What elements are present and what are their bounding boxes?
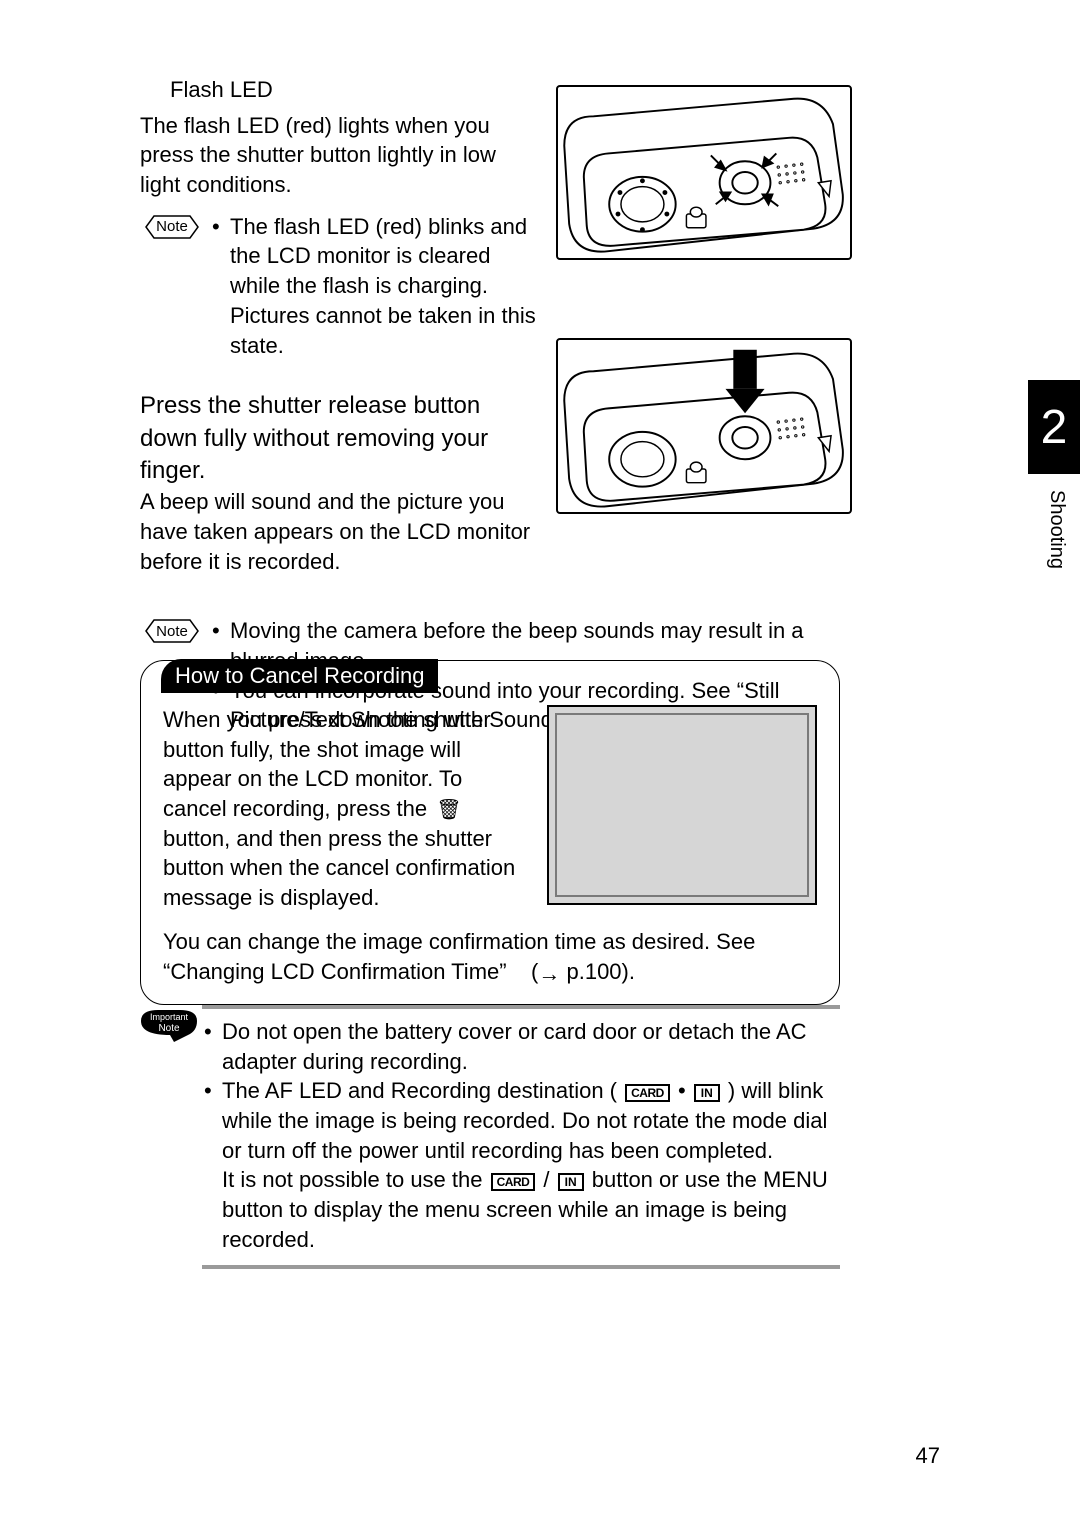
chapter-label: Shooting [1040,490,1068,569]
rule-bottom [202,1265,840,1269]
card-icon: CARD [625,1084,670,1102]
cancel-below: You can change the image confirmation ti… [163,927,817,986]
important-badge-line2: Note [140,1023,198,1034]
flash-led-title: Flash LED [170,75,540,105]
note-badge-icon: Note [140,618,204,644]
rule-top [202,1005,840,1009]
note-label: Note [140,214,204,240]
cancel-title: How to Cancel Recording [161,659,438,693]
note-flash-text: The flash LED (red) blinks and the LCD m… [230,212,540,360]
note-flash-led: Note •The flash LED (red) blinks and the… [140,212,540,360]
important-item1: Do not open the battery cover or card do… [222,1017,840,1076]
card-icon: CARD [491,1173,536,1191]
cancel-body: When you press down the shutter button f… [163,705,529,913]
trash-icon: 🗑 [436,797,461,824]
chapter-number: 2 [1041,400,1068,455]
note-label: Note [140,618,204,644]
in-icon: IN [694,1084,720,1102]
cancel-lcd-image [547,705,817,905]
important-badge-icon: Important Note [140,1009,198,1043]
page-number: 47 [916,1443,940,1469]
note-badge-icon: Note [140,214,204,240]
flash-led-body: The flash LED (red) lights when you pres… [140,111,540,200]
important-note-block: Important Note •Do not open the battery … [140,1005,840,1269]
chapter-tab: 2 [1028,380,1080,474]
shutter-heading: Press the shutter release button down fu… [140,390,540,487]
cancel-recording-box: How to Cancel Recording When you press d… [140,660,840,1005]
important-badge-line1: Important [140,1012,198,1022]
important-item2: The AF LED and Recording destination ( C… [222,1076,840,1254]
in-icon: IN [558,1173,584,1191]
shutter-body: A beep will sound and the picture you ha… [140,487,540,576]
